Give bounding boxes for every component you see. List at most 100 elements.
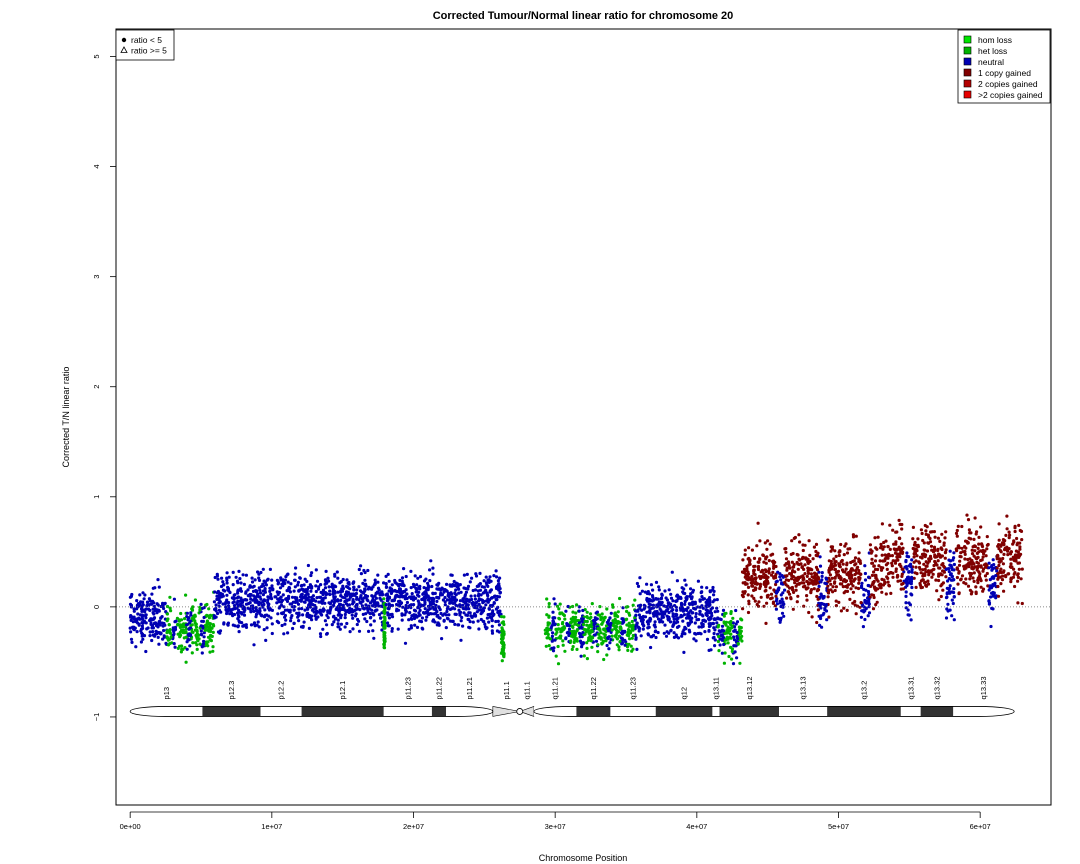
data-point <box>577 631 582 636</box>
data-point <box>944 530 948 534</box>
data-point <box>331 585 335 589</box>
data-point <box>561 639 565 643</box>
data-point <box>337 625 341 629</box>
data-point <box>919 528 924 532</box>
data-point <box>345 610 349 614</box>
data-point <box>371 595 375 599</box>
data-point <box>720 638 724 642</box>
data-point <box>730 649 734 654</box>
data-point <box>296 583 300 587</box>
data-point <box>729 620 733 624</box>
data-point <box>132 607 136 611</box>
data-point <box>886 580 890 584</box>
data-point <box>1003 539 1007 543</box>
data-point <box>747 546 751 550</box>
data-point <box>330 582 334 586</box>
data-point <box>220 576 224 580</box>
data-point <box>249 604 253 608</box>
data-point <box>616 610 620 614</box>
data-point <box>263 590 267 594</box>
data-point <box>774 580 778 584</box>
data-point <box>474 600 478 605</box>
data-point <box>476 619 480 623</box>
data-point <box>873 567 878 572</box>
ideogram-band-p12.3 <box>202 706 261 717</box>
data-point <box>323 596 327 600</box>
data-point <box>309 589 313 593</box>
data-point <box>243 598 247 602</box>
data-point <box>816 587 820 591</box>
data-point <box>415 583 419 587</box>
data-point <box>717 634 721 639</box>
data-point <box>443 595 447 600</box>
data-point <box>490 624 494 628</box>
data-point <box>344 591 349 595</box>
data-point <box>139 607 144 611</box>
data-point <box>924 564 928 568</box>
data-point <box>654 580 659 585</box>
data-point <box>281 611 285 615</box>
data-point <box>987 588 991 592</box>
data-point <box>633 616 637 620</box>
data-point <box>784 547 788 551</box>
data-point <box>991 592 996 596</box>
data-point <box>964 577 968 581</box>
data-point <box>886 545 890 549</box>
data-point <box>776 570 780 574</box>
data-point <box>771 601 776 606</box>
data-point <box>1018 541 1022 545</box>
data-point <box>821 596 825 600</box>
data-point <box>143 593 147 597</box>
data-point <box>211 645 215 649</box>
data-point <box>932 545 937 549</box>
data-point <box>654 635 658 640</box>
data-point <box>731 616 735 620</box>
data-point <box>128 595 132 599</box>
data-point <box>923 567 927 571</box>
data-point <box>394 594 398 598</box>
data-point <box>490 629 494 633</box>
data-point <box>663 623 667 627</box>
data-point <box>651 588 655 592</box>
data-point <box>221 580 225 584</box>
data-point <box>989 624 993 629</box>
data-point <box>192 616 196 620</box>
data-point <box>470 597 474 602</box>
data-point <box>962 564 966 568</box>
data-point <box>140 613 144 617</box>
data-point <box>733 650 737 654</box>
data-point <box>184 593 188 597</box>
data-point <box>756 565 760 570</box>
data-point <box>720 633 725 637</box>
data-point <box>863 564 867 568</box>
data-point <box>642 603 646 607</box>
data-point <box>884 539 888 543</box>
data-point <box>585 615 589 619</box>
data-point <box>636 584 641 589</box>
data-point <box>904 590 908 594</box>
data-point <box>151 599 155 603</box>
data-point <box>594 639 599 643</box>
data-point <box>477 583 481 587</box>
data-point <box>371 629 375 633</box>
data-point <box>363 570 367 575</box>
data-point <box>705 637 710 642</box>
ideogram-band-p12.2 <box>260 706 302 717</box>
data-point <box>854 534 858 538</box>
data-point <box>858 572 863 576</box>
data-point <box>872 564 876 568</box>
data-point <box>764 574 768 578</box>
data-point <box>343 612 347 617</box>
data-point <box>945 607 949 611</box>
data-point <box>843 570 847 574</box>
data-point <box>487 607 491 611</box>
data-point <box>570 624 574 629</box>
data-point <box>577 621 581 625</box>
data-point <box>845 585 849 589</box>
data-point <box>851 584 855 588</box>
data-point <box>498 576 502 580</box>
data-point <box>846 547 850 551</box>
data-point <box>611 623 616 628</box>
data-point <box>769 592 774 596</box>
data-point <box>929 522 933 526</box>
